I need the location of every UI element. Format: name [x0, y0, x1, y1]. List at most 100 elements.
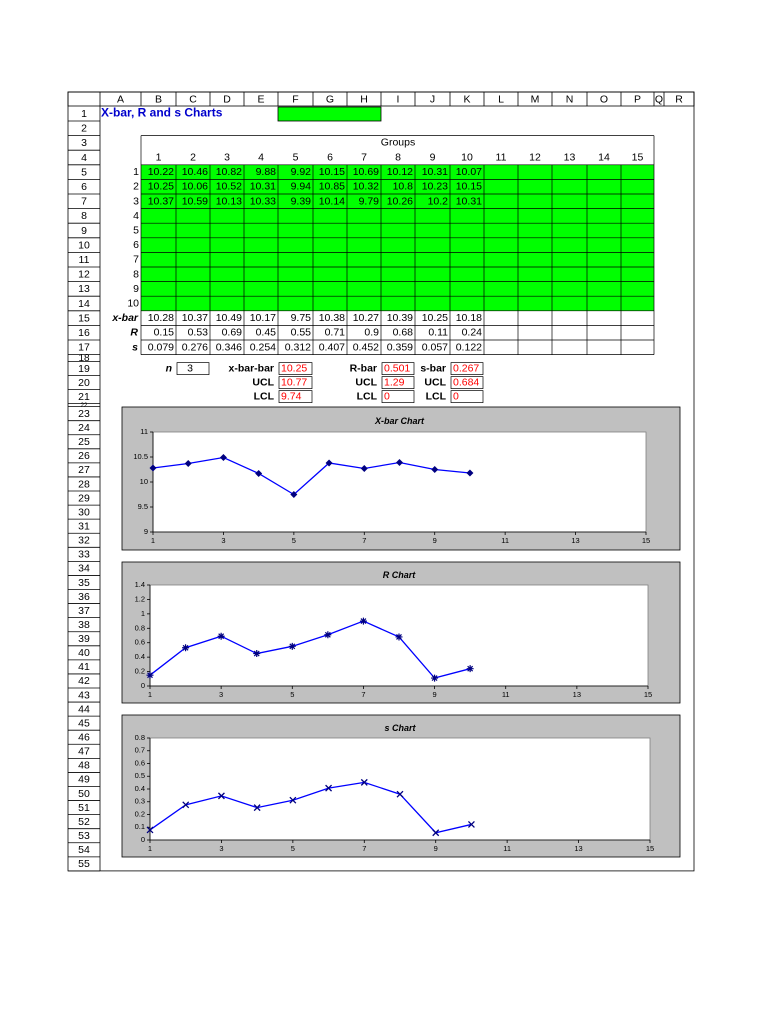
sample-number: 7 [133, 254, 139, 266]
measurement: 10.15 [319, 166, 345, 178]
measurement: 10.07 [456, 166, 482, 178]
series-line [149, 620, 471, 679]
measurement: 10.23 [422, 181, 448, 193]
measurement: 10.59 [182, 195, 208, 207]
row-header: 49 [78, 774, 90, 786]
column-header: M [531, 93, 540, 105]
statistic-value: 0.312 [285, 341, 311, 353]
limit-box [278, 390, 313, 403]
column-header: H [360, 93, 368, 105]
marker [146, 671, 154, 679]
statistic-value: 10.38 [319, 312, 345, 324]
y-tick-label: 0.7 [135, 746, 145, 755]
limit-label: UCL [355, 376, 377, 388]
row-header: 14 [78, 298, 90, 310]
row-header: 47 [78, 746, 90, 758]
statistic-value: 0.45 [256, 327, 277, 339]
group-number: 5 [293, 151, 299, 163]
marker [431, 674, 439, 682]
x-tick-label: 5 [292, 536, 296, 545]
row-header: 31 [78, 520, 90, 532]
marker [466, 469, 474, 477]
row-header: 48 [78, 760, 90, 772]
row-header: 52 [78, 816, 90, 828]
y-tick-label: 10.5 [133, 452, 148, 461]
sample-number: 6 [133, 239, 139, 251]
statistic-value: 9.75 [291, 312, 312, 324]
x-tick-label: 13 [571, 536, 579, 545]
limit-label: R-bar [350, 362, 377, 374]
marker [182, 801, 190, 809]
x-tick-label: 11 [502, 690, 510, 699]
x-tick-label: 1 [148, 844, 152, 853]
sample-number: 9 [133, 283, 139, 295]
row-header: 50 [78, 788, 90, 800]
marker [360, 778, 368, 786]
marker [359, 617, 367, 625]
row-header: 21 [78, 391, 90, 403]
group-number: 14 [598, 151, 610, 163]
measurement: 10.2 [428, 195, 449, 207]
column-header: A [117, 93, 124, 105]
x-tick-label: 1 [148, 690, 152, 699]
n-value: 3 [187, 362, 193, 374]
chart-title: X-bar Chart [374, 416, 425, 426]
statistic-value: 10.49 [216, 312, 242, 324]
marker [324, 631, 332, 639]
y-tick-label: 0.2 [135, 809, 145, 818]
row-header: 36 [78, 591, 90, 603]
statistic-value: 10.28 [148, 312, 174, 324]
y-tick-label: 0.6 [135, 638, 145, 647]
measurement: 10.14 [319, 195, 345, 207]
marker [217, 792, 225, 800]
statistic-label: x-bar [111, 312, 139, 324]
limit-label: LCL [357, 390, 378, 402]
sheet-title: X-bar, R and s Charts [101, 106, 223, 120]
limit-value: 0.267 [453, 362, 479, 374]
group-number: 4 [258, 151, 264, 163]
row-header: 18 [78, 353, 90, 364]
x-tick-label: 15 [644, 690, 652, 699]
row-header: 29 [78, 492, 90, 504]
x-tick-label: 11 [501, 536, 509, 545]
statistic-value: 0.254 [250, 341, 276, 353]
limit-box [381, 376, 415, 389]
measurement: 10.31 [250, 181, 276, 193]
measurement: 9.92 [291, 166, 312, 178]
plot-area [149, 737, 651, 841]
x-tick-label: 13 [574, 844, 582, 853]
y-tick-label: 0.6 [135, 758, 145, 767]
statistic-value: 10.39 [387, 312, 413, 324]
sample-number: 3 [133, 195, 139, 207]
row-header: 33 [78, 549, 90, 561]
row-header: 30 [78, 506, 90, 518]
row-header: 6 [81, 181, 87, 193]
group-number: 13 [564, 151, 576, 163]
limit-label: x-bar-bar [228, 362, 274, 374]
row-header: 8 [81, 210, 87, 222]
y-tick-label: 0.3 [135, 797, 145, 806]
row-header: 27 [78, 464, 90, 476]
row-header: 20 [78, 377, 90, 389]
y-tick-label: 9.5 [138, 502, 148, 511]
column-header: K [463, 93, 470, 105]
row-header: 41 [78, 661, 90, 673]
statistic-value: 10.37 [182, 312, 208, 324]
marker [432, 829, 440, 837]
row-header: 7 [81, 196, 87, 208]
marker [289, 796, 297, 804]
row-header: 39 [78, 633, 90, 645]
statistic-value: 0.71 [325, 327, 346, 339]
row-header: 13 [78, 283, 90, 295]
row-header: 42 [78, 675, 90, 687]
row-header: 54 [78, 844, 90, 856]
row-header: 55 [78, 858, 90, 870]
group-number: 7 [361, 151, 367, 163]
measurement: 10.52 [216, 181, 242, 193]
group-number: 1 [156, 151, 162, 163]
statistic-label: R [130, 327, 138, 339]
groups-label: Groups [381, 137, 415, 149]
y-tick-label: 0.1 [135, 822, 145, 831]
